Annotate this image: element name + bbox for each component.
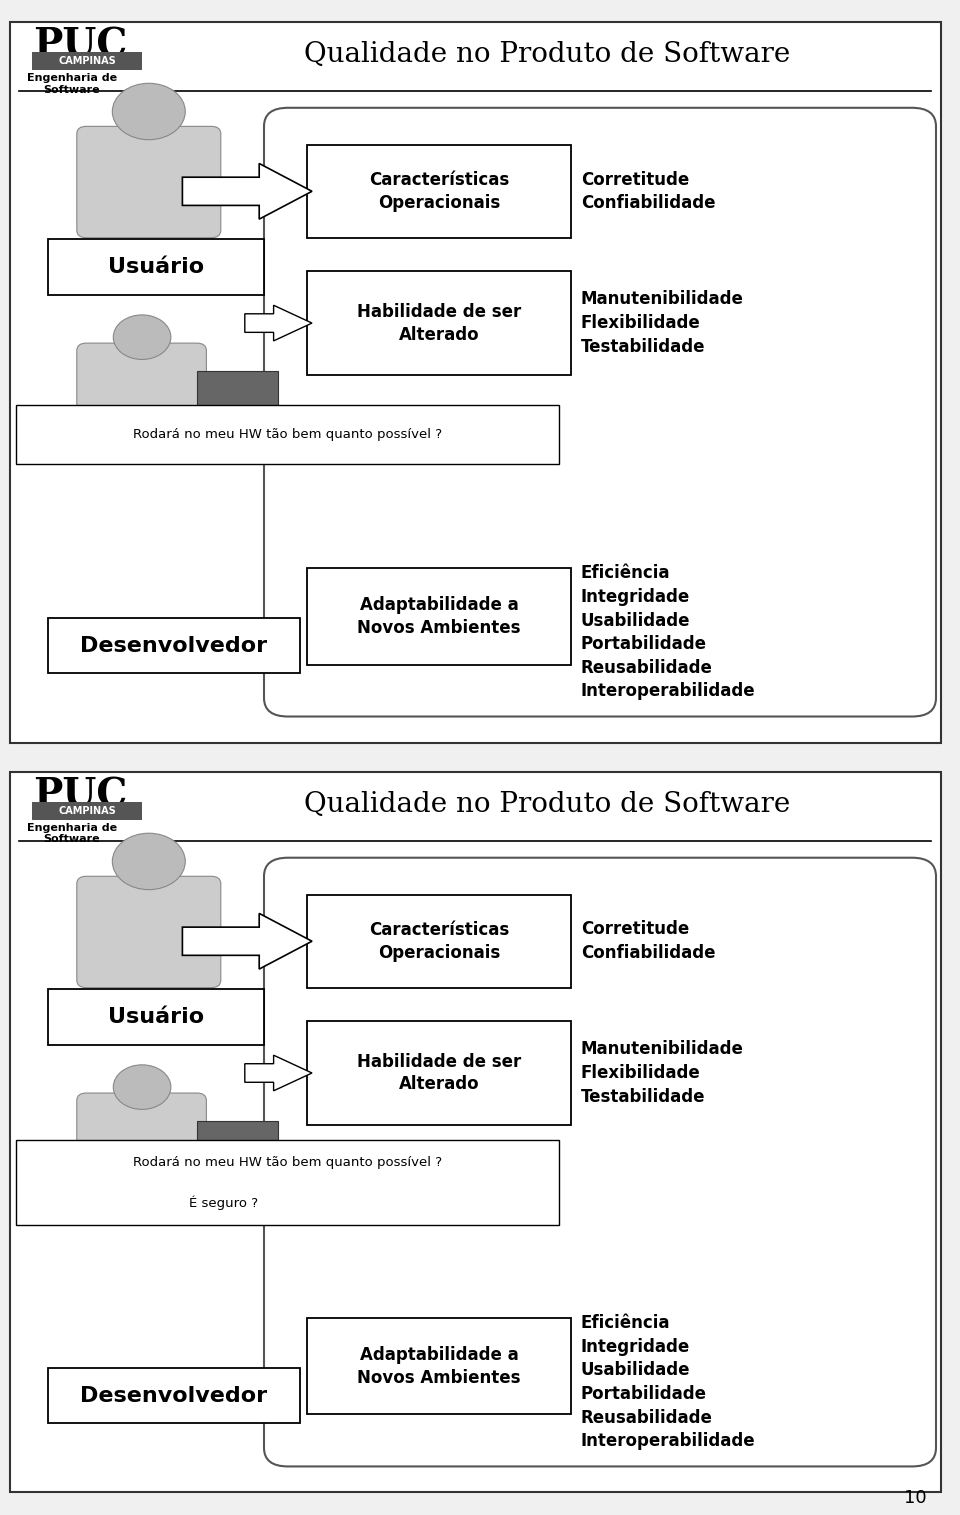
FancyBboxPatch shape: [197, 371, 278, 423]
FancyBboxPatch shape: [197, 1121, 278, 1173]
FancyBboxPatch shape: [48, 239, 264, 295]
Text: Manutenibilidade
Flexibilidade
Testabilidade: Manutenibilidade Flexibilidade Testabili…: [581, 1041, 744, 1106]
Text: Corretitude
Confiabilidade: Corretitude Confiabilidade: [581, 171, 715, 212]
FancyBboxPatch shape: [307, 1318, 571, 1415]
Polygon shape: [182, 914, 312, 970]
Text: Manutenibilidade
Flexibilidade
Testabilidade: Manutenibilidade Flexibilidade Testabili…: [581, 291, 744, 356]
Text: Desenvolvedor: Desenvolvedor: [81, 1386, 267, 1406]
Text: PUC: PUC: [34, 26, 128, 64]
FancyBboxPatch shape: [307, 568, 571, 665]
FancyBboxPatch shape: [32, 801, 142, 820]
Circle shape: [112, 833, 185, 889]
FancyBboxPatch shape: [16, 405, 559, 464]
FancyBboxPatch shape: [264, 108, 936, 717]
Polygon shape: [245, 305, 312, 341]
Polygon shape: [245, 1054, 312, 1091]
Circle shape: [112, 83, 185, 139]
FancyBboxPatch shape: [48, 989, 264, 1045]
FancyBboxPatch shape: [264, 857, 936, 1467]
Polygon shape: [182, 164, 312, 220]
FancyBboxPatch shape: [48, 618, 300, 674]
FancyBboxPatch shape: [77, 126, 221, 238]
Text: Eficiência
Integridade
Usabilidade
Portabilidade
Reusabilidade
Interoperabilidad: Eficiência Integridade Usabilidade Porta…: [581, 1314, 756, 1450]
FancyBboxPatch shape: [48, 1368, 300, 1424]
Text: Engenharia de
Software: Engenharia de Software: [27, 73, 117, 94]
Text: PUC: PUC: [34, 776, 128, 814]
Text: CAMPINAS: CAMPINAS: [59, 806, 116, 817]
Text: Características
Operacionais: Características Operacionais: [369, 171, 510, 212]
Text: Rodará no meu HW tão bem quanto possível ?: Rodará no meu HW tão bem quanto possível…: [132, 427, 443, 441]
FancyBboxPatch shape: [10, 773, 941, 1492]
FancyBboxPatch shape: [77, 876, 221, 988]
Text: É seguro ?: É seguro ?: [189, 1195, 258, 1210]
Text: Rodará no meu HW tão bem quanto possível ?: Rodará no meu HW tão bem quanto possível…: [132, 1156, 443, 1168]
Text: Adaptabilidade a
Novos Ambientes: Adaptabilidade a Novos Ambientes: [357, 1345, 521, 1386]
FancyBboxPatch shape: [307, 895, 571, 988]
Text: Engenharia de
Software: Engenharia de Software: [27, 823, 117, 844]
Text: Adaptabilidade a
Novos Ambientes: Adaptabilidade a Novos Ambientes: [357, 595, 521, 636]
FancyBboxPatch shape: [307, 271, 571, 376]
Circle shape: [113, 1065, 171, 1109]
Text: Eficiência
Integridade
Usabilidade
Portabilidade
Reusabilidade
Interoperabilidad: Eficiência Integridade Usabilidade Porta…: [581, 564, 756, 700]
Text: Qualidade no Produto de Software: Qualidade no Produto de Software: [304, 791, 790, 818]
Text: 10: 10: [903, 1489, 926, 1507]
Text: CAMPINAS: CAMPINAS: [59, 56, 116, 67]
FancyBboxPatch shape: [77, 1092, 206, 1182]
Text: Qualidade no Produto de Software: Qualidade no Produto de Software: [304, 41, 790, 68]
Circle shape: [113, 315, 171, 359]
Text: Habilidade de ser
Alterado: Habilidade de ser Alterado: [357, 1053, 521, 1094]
Text: Características
Operacionais: Características Operacionais: [369, 921, 510, 962]
FancyBboxPatch shape: [16, 1139, 559, 1226]
Text: Usuário: Usuário: [108, 258, 204, 277]
FancyBboxPatch shape: [307, 145, 571, 238]
Text: Habilidade de ser
Alterado: Habilidade de ser Alterado: [357, 303, 521, 344]
FancyBboxPatch shape: [77, 342, 206, 432]
Text: Corretitude
Confiabilidade: Corretitude Confiabilidade: [581, 921, 715, 962]
FancyBboxPatch shape: [307, 1021, 571, 1126]
Text: Desenvolvedor: Desenvolvedor: [81, 636, 267, 656]
FancyBboxPatch shape: [10, 23, 941, 742]
FancyBboxPatch shape: [32, 52, 142, 70]
Text: Usuário: Usuário: [108, 1007, 204, 1027]
